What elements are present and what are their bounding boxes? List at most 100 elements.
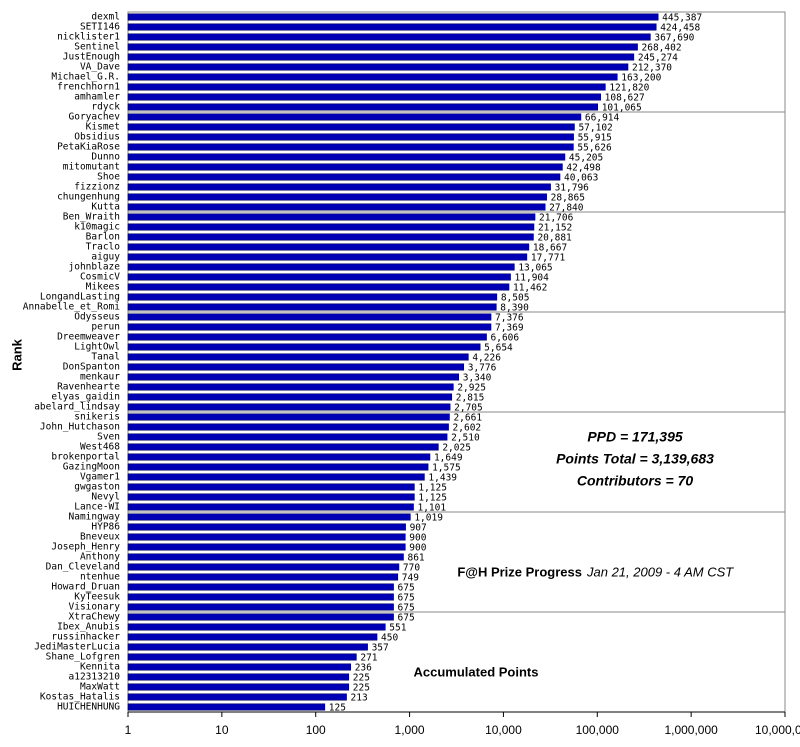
value-label: 125 [329,703,346,714]
value-label: 21,706 [539,213,574,224]
bar [127,413,450,421]
bar [127,563,400,571]
bar [127,73,618,81]
category-label: dexml [91,12,120,23]
annotation: PPD = 171,395 [587,429,683,445]
value-label: 45,205 [569,153,603,164]
bar [127,603,394,611]
category-label: Bneveux [80,532,120,543]
category-label: Howard_Druan [51,582,120,593]
chart-title: F@H Prize Progress [457,564,582,579]
category-label: k10magic [74,222,120,233]
bar [127,503,414,511]
x-tick-label: 1,000,000 [664,723,718,737]
value-label: 121,820 [609,83,649,94]
category-label: nicklister1 [57,32,120,43]
value-label: 861 [407,553,424,564]
category-label: amhamler [74,92,120,103]
x-tick-label: 100 [306,723,326,737]
value-label: 17,771 [531,253,566,264]
bar [127,203,546,211]
value-label: 66,914 [585,113,620,124]
value-label: 163,200 [621,73,661,84]
bar [127,373,460,381]
category-label: Anthony [80,552,120,563]
value-label: 18,667 [533,243,567,254]
x-tick-label: 10,000,000 [755,723,800,737]
category-label: SETI146 [80,22,120,33]
value-label: 1,439 [428,473,457,484]
category-label: johnblaze [69,262,121,273]
bar [127,693,347,701]
value-label: 225 [353,683,370,694]
bar [127,643,368,651]
bar [127,473,425,481]
category-label: frenchhorn1 [57,82,120,93]
value-label: 1,125 [418,493,447,504]
category-label: Michael_G.R. [51,72,120,83]
value-label: 7,369 [495,323,524,334]
value-label: 7,376 [495,313,524,324]
category-label: brokenportal [51,452,120,463]
bar [127,43,638,51]
category-label: chungenhung [57,192,120,203]
bar [127,493,415,501]
category-label: abelard_lindsay [34,402,120,413]
bar [127,293,498,301]
value-label: 357 [372,643,389,654]
bar [127,153,566,161]
value-label: 2,815 [456,393,485,404]
category-label: JustEnough [63,52,120,63]
category-label: aiguy [91,252,120,263]
category-label: Traclo [86,242,121,253]
category-label: menkaur [80,372,120,383]
category-label: a12313210 [69,672,121,683]
bar [127,513,411,521]
category-label: Sven [97,432,120,443]
value-label: 2,510 [451,433,480,444]
category-label: DonSpanton [63,362,120,373]
x-tick-label: 1 [125,723,132,737]
value-label: 101,065 [602,103,642,114]
bar [127,553,404,561]
category-label: VA_Dave [80,62,120,73]
category-label: Dunno [91,152,120,163]
value-label: 27,840 [549,203,584,214]
bar [127,193,547,201]
bar [127,273,511,281]
x-tick-label: 100,000 [576,723,620,737]
value-label: 675 [398,613,415,624]
bar [127,623,386,631]
bar [127,263,515,271]
category-label: elyas_gaidin [51,392,120,403]
value-label: 2,705 [454,403,483,414]
category-label: Odysseus [74,312,120,323]
category-label: Namingway [69,512,121,523]
bar [127,103,599,111]
category-label: HYP86 [91,522,120,533]
value-label: 1,019 [414,513,443,524]
category-label: John_Hutchason [40,422,120,433]
value-label: 11,904 [515,273,550,284]
bar [127,683,350,691]
category-label: West468 [80,442,120,453]
chart-subtitle: Jan 21, 2009 - 4 AM CST [586,564,734,579]
bar [127,183,551,191]
value-label: 1,125 [418,483,447,494]
value-label: 907 [410,523,427,534]
category-label: LightOwl [74,342,120,353]
bar [127,133,574,141]
bar [127,93,601,101]
value-label: 3,776 [468,363,497,374]
bar [127,223,535,231]
bar [127,403,451,411]
category-label: Barlon [86,232,120,243]
value-label: 2,025 [442,443,471,454]
category-label: rdyck [91,102,120,113]
annotation: Contributors = 70 [577,473,694,489]
bar [127,663,352,671]
value-label: 3,340 [463,373,492,384]
bar [127,673,350,681]
category-label: Sentinel [74,42,120,53]
